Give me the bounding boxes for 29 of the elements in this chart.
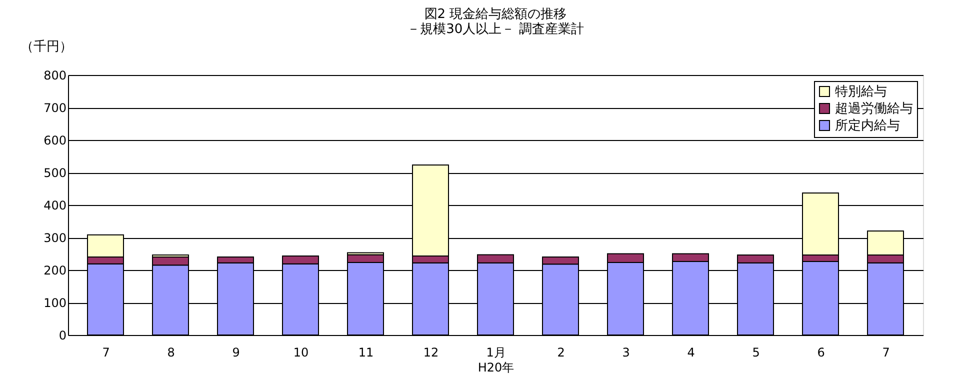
- x-tick-label: 9: [232, 346, 240, 360]
- x-tick-label: 7: [882, 346, 890, 360]
- y-tick-label: 600: [44, 134, 66, 148]
- x-tick-label: 7: [102, 346, 110, 360]
- x-tick-label: 11: [358, 346, 374, 360]
- x-tick-label: 10: [293, 346, 309, 360]
- legend-label: 超過労働給与: [835, 102, 913, 116]
- y-tick-label: 400: [44, 198, 66, 212]
- y-tick-label: 700: [44, 101, 66, 115]
- legend-label: 所定内給与: [835, 118, 900, 134]
- y-tick-label: 200: [44, 264, 66, 278]
- text: 図2 現金給与総額の推移: [424, 7, 567, 22]
- y-tick-label: 500: [44, 166, 66, 180]
- x-tick-label: 8: [167, 346, 175, 360]
- x-tick-label: 12: [423, 346, 439, 360]
- x-tick-label: 3: [622, 346, 630, 360]
- y-tick-label: 300: [44, 231, 66, 245]
- y-axis-title: （千円）: [20, 40, 72, 54]
- y-tick-label: 800: [44, 68, 66, 82]
- x-tick-label: 1月: [486, 346, 506, 360]
- x-tick-label: 2: [557, 346, 565, 360]
- x-tick-label: 5: [752, 346, 760, 360]
- x-axis-title: H20年: [478, 360, 514, 374]
- x-tick-label: 4: [687, 346, 695, 360]
- legend-label: 特別給与: [835, 84, 887, 100]
- y-tick-label: 100: [44, 296, 66, 310]
- y-tick-label: 0: [58, 328, 66, 342]
- text: －規模30人以上－ 調査産業計: [407, 22, 584, 37]
- x-tick-label: 6: [817, 346, 825, 360]
